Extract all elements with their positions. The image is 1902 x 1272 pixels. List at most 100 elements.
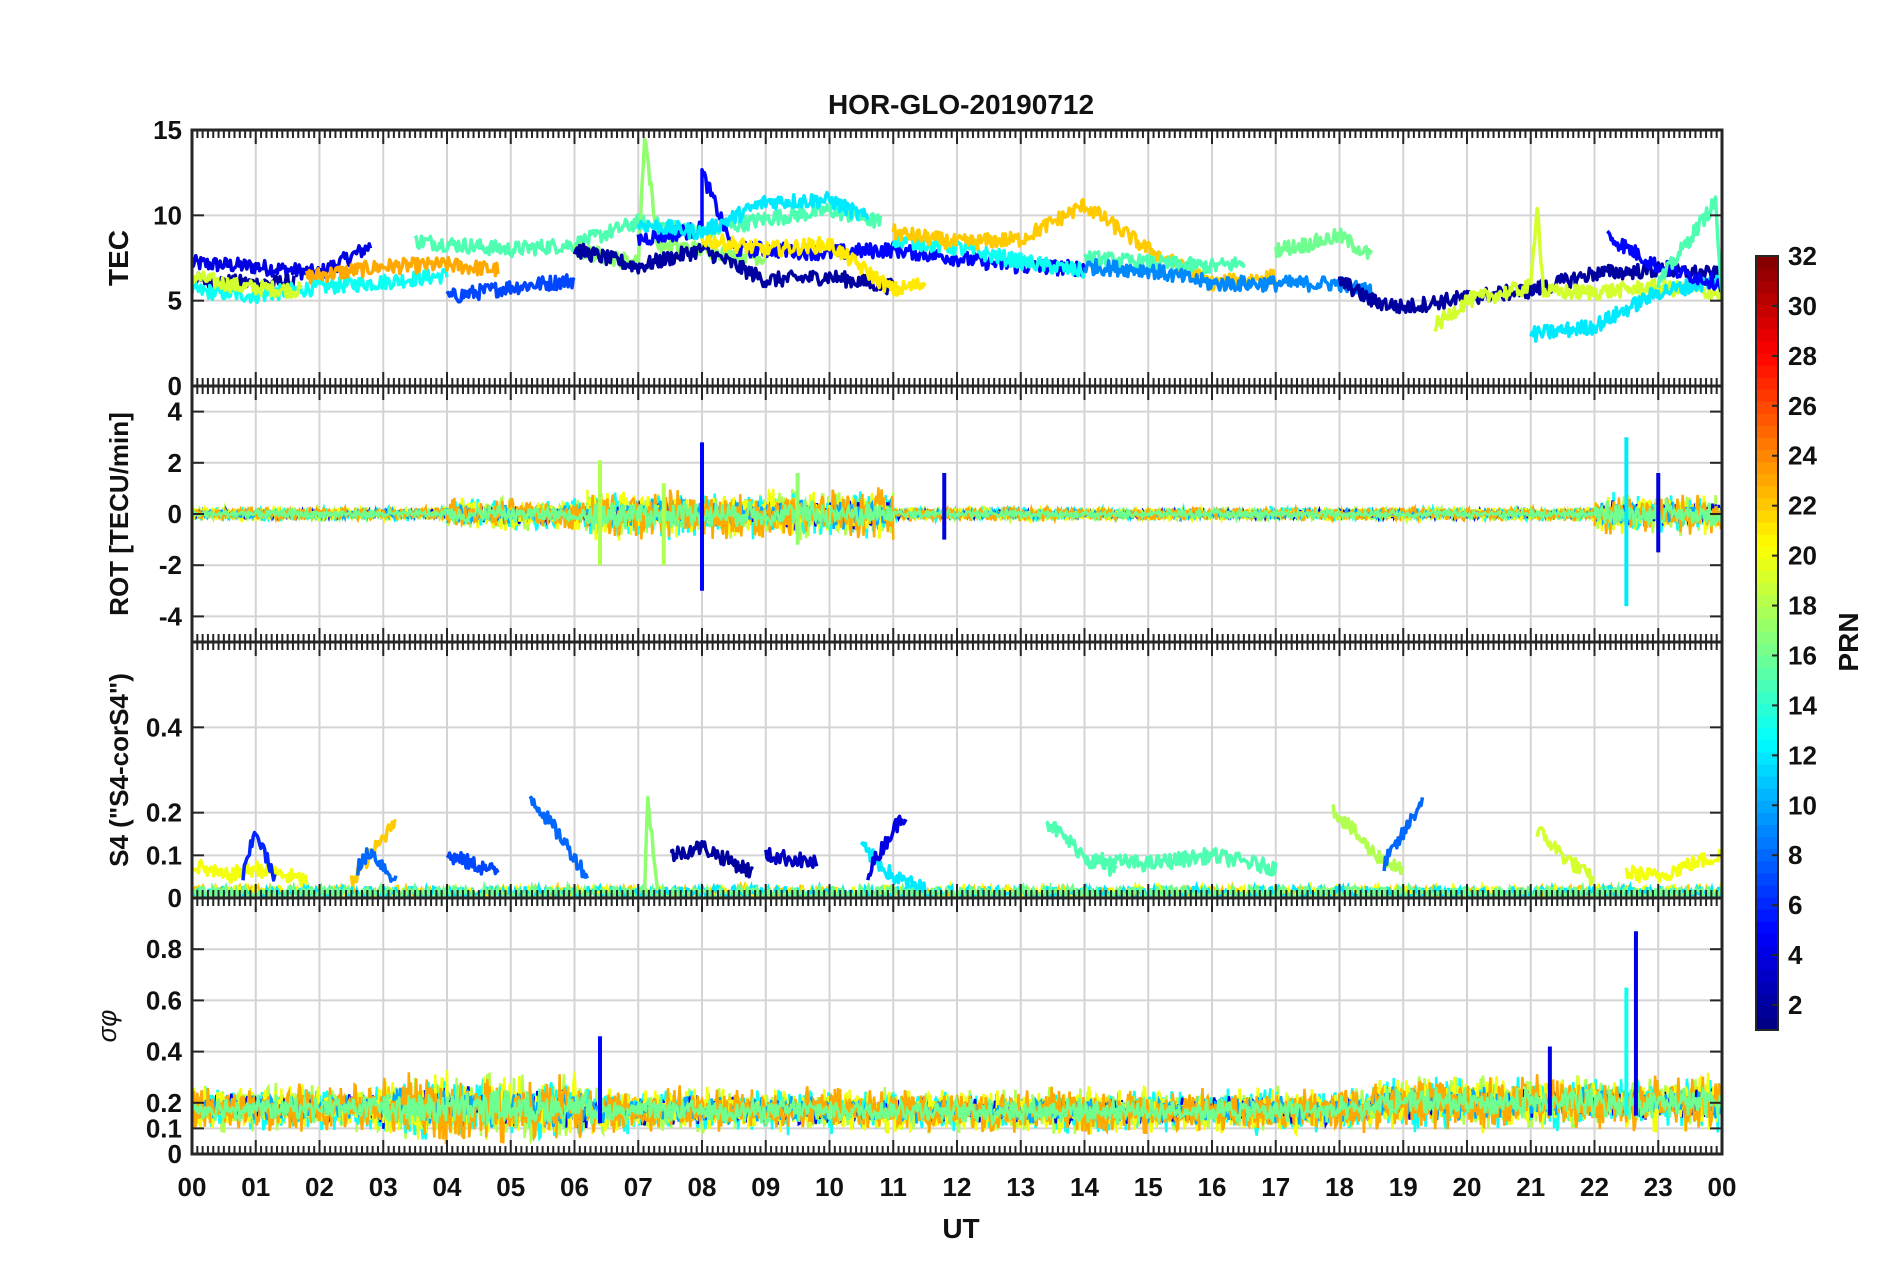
- prn-trace: [192, 242, 373, 281]
- colorbar-swatch: [1756, 945, 1778, 959]
- y-tick-label: 0.1: [146, 840, 182, 870]
- prn-trace: [572, 242, 896, 296]
- colorbar-swatch: [1756, 1017, 1778, 1031]
- colorbar-swatch: [1756, 473, 1778, 487]
- x-tick-label: 12: [943, 1172, 972, 1202]
- colorbar-frame: [1755, 255, 1779, 1031]
- colorbar-swatch: [1756, 703, 1778, 717]
- prn-trace: [891, 197, 1278, 292]
- chart-title: HOR-GLO-20190712: [828, 89, 1094, 120]
- colorbar-swatch: [1756, 630, 1778, 644]
- colorbar-swatch: [1756, 872, 1778, 886]
- prn-trace: [1433, 206, 1722, 333]
- prn-trace: [445, 273, 576, 304]
- colorbar-swatch: [1756, 340, 1778, 354]
- colorbar-swatch: [1756, 969, 1778, 983]
- y-tick-label: 0.8: [146, 934, 182, 964]
- colorbar-tick-label: 4: [1788, 940, 1803, 970]
- s4-ylabel: S4 ("S4-corS4"): [104, 673, 134, 867]
- x-tick-label: 10: [815, 1172, 844, 1202]
- colorbar-tick-label: 6: [1788, 890, 1802, 920]
- colorbar-swatch: [1756, 546, 1778, 559]
- x-tick-label: 22: [1580, 1172, 1609, 1202]
- colorbar-swatch: [1756, 739, 1778, 753]
- colorbar-swatch: [1756, 268, 1778, 281]
- colorbar-tick-label: 30: [1788, 291, 1817, 321]
- prn-trace: [528, 795, 589, 879]
- colorbar-swatch: [1756, 812, 1778, 825]
- x-tick-label: 13: [1006, 1172, 1035, 1202]
- colorbar-swatch: [1756, 485, 1778, 499]
- colorbar-tick-label: 28: [1788, 341, 1817, 371]
- x-tick-label: 06: [560, 1172, 589, 1202]
- x-tick-label: 23: [1644, 1172, 1673, 1202]
- colorbar-swatch: [1756, 256, 1778, 269]
- colorbar-swatch: [1756, 1005, 1778, 1019]
- prn-trace: [642, 795, 660, 894]
- prn-trace: [1606, 229, 1722, 293]
- colorbar-swatch: [1756, 292, 1778, 305]
- colorbar-tick-label: 22: [1788, 491, 1817, 521]
- prn-trace: [192, 270, 303, 299]
- colorbar-tick-label: 2: [1788, 990, 1802, 1020]
- colorbar-swatch: [1756, 497, 1778, 511]
- activity-trace: [192, 1094, 385, 1125]
- y-tick-label: 0.1: [146, 1113, 182, 1143]
- colorbar-swatch: [1756, 643, 1778, 656]
- y-tick-label: 0.2: [146, 798, 182, 828]
- colorbar-swatch: [1756, 824, 1778, 838]
- prn-trace: [305, 255, 500, 285]
- colorbar-swatch: [1756, 727, 1778, 741]
- prn-trace: [1535, 825, 1596, 886]
- colorbar-swatch: [1756, 848, 1778, 862]
- colorbar-swatch: [1756, 655, 1778, 668]
- x-axis-ticks: 00 01 02 03 04 05 06 07 08 09 10 11 12 13 14 15 16 17 18 19…: [178, 1172, 1737, 1202]
- activity-trace: [892, 506, 1596, 524]
- prn-trace: [1624, 848, 1722, 884]
- y-tick-label: 15: [153, 115, 182, 145]
- x-tick-label: 03: [369, 1172, 398, 1202]
- colorbar-tick-label: 20: [1788, 541, 1817, 571]
- x-tick-label: 02: [305, 1172, 334, 1202]
- x-tick-label: 05: [496, 1172, 525, 1202]
- colorbar-swatch: [1756, 679, 1778, 692]
- s4-panel: 0 0.1 0.2 0.4: [146, 640, 1724, 913]
- colorbar-swatch: [1756, 788, 1778, 801]
- prn-trace: [1274, 227, 1374, 260]
- colorbar-swatch: [1756, 860, 1778, 874]
- colorbar-swatch: [1756, 800, 1778, 813]
- prn-trace: [700, 233, 927, 297]
- prn-trace: [1656, 195, 1722, 294]
- colorbar-swatch: [1756, 751, 1778, 765]
- colorbar-swatch: [1756, 522, 1778, 535]
- x-tick-label: 15: [1134, 1172, 1163, 1202]
- colorbar-tick-label: 32: [1788, 241, 1817, 271]
- y-tick-label: 0.4: [146, 1037, 183, 1067]
- colorbar-swatch: [1756, 437, 1778, 451]
- y-tick-label: 0: [168, 1139, 182, 1169]
- x-axis-label: UT: [942, 1213, 979, 1244]
- prn-trace: [192, 271, 296, 293]
- sigma_phi-data: [192, 931, 1722, 1145]
- x-tick-label: 16: [1198, 1172, 1227, 1202]
- colorbar-tick-label: 10: [1788, 790, 1817, 820]
- y-tick-label: 10: [153, 200, 182, 230]
- colorbar-swatch: [1756, 534, 1778, 547]
- colorbar-swatch: [1756, 449, 1778, 463]
- activity-trace: [586, 1094, 1373, 1128]
- y-tick-label: 5: [168, 286, 182, 316]
- colorbar-swatch: [1756, 509, 1778, 523]
- sigma-phi-panel: 00.10.2 0.4 0.6 0.8: [146, 896, 1724, 1169]
- sigma-phi-ylabel: σφ: [92, 1010, 122, 1043]
- colorbar-swatch: [1756, 921, 1778, 934]
- prn-trace: [1082, 846, 1278, 877]
- colorbar-swatch: [1756, 993, 1778, 1007]
- colorbar-swatch: [1756, 667, 1778, 680]
- y-tick-label: 0.6: [146, 985, 182, 1015]
- y-tick-label: 2: [168, 448, 182, 478]
- colorbar-swatch: [1756, 884, 1778, 898]
- activity-trace: [382, 1088, 589, 1130]
- prn-trace: [636, 190, 870, 241]
